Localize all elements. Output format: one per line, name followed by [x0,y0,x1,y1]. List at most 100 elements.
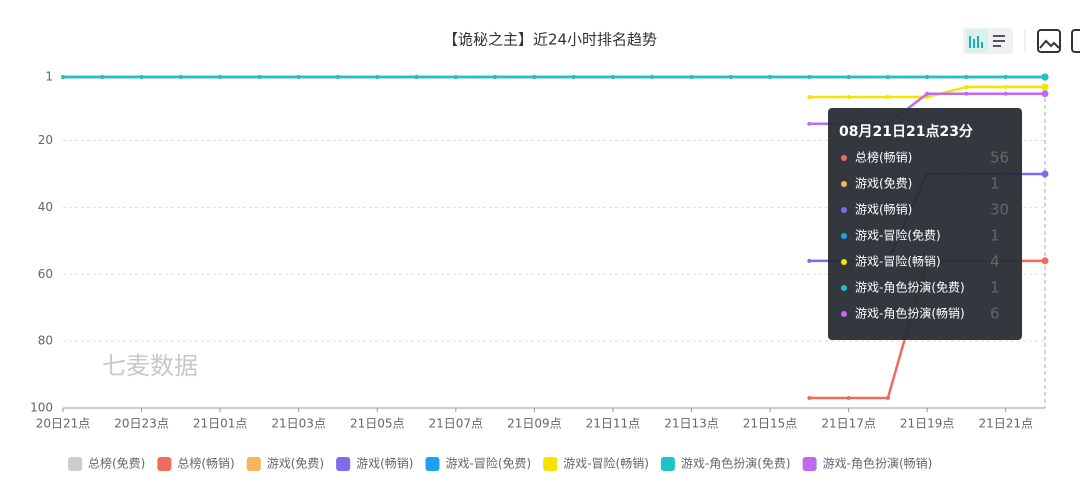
tooltip-dot [841,181,847,187]
tooltip-label: 总榜(畅销) [855,150,912,165]
image-icon[interactable] [1037,29,1061,53]
legend: 总榜(免费) 总榜(畅销) 游戏(免费) 游戏(畅销) 游戏-冒险(免费) 游戏-冒险(畅… [68,456,933,471]
data-point [768,75,773,79]
data-point [885,95,890,100]
legend-label[interactable]: 总榜(免费) [88,456,145,471]
tooltip-label: 游戏(畅销) [855,203,912,217]
x-tick-label: 21日07点 [429,417,484,431]
x-tick-label: 20日21点 [36,417,91,431]
x-tick-label: 21日19点 [900,417,955,431]
data-point [335,75,340,79]
x-tick-label: 21日11点 [586,417,641,431]
legend-label[interactable]: 游戏(免费) [267,456,324,471]
tooltip-label: 游戏(免费) [855,176,912,191]
legend-swatch [543,457,558,471]
tooltip-dot [841,285,847,291]
legend-swatch [157,457,172,471]
data-point [846,75,851,79]
legend-swatch [660,457,675,471]
data-point [257,75,262,79]
data-point [375,75,380,79]
data-point [493,75,498,79]
data-point [218,75,223,79]
plot-area: 1 20 40 60 80 100 20日21点 20日23点 21日01点 21日03点 21日0… [30,70,1049,431]
data-point [807,121,812,126]
tooltip-label: 游戏-冒险(免费) [855,228,941,243]
y-tick-label: 40 [38,200,53,214]
data-point [925,75,930,79]
data-point [885,395,890,400]
legend-label[interactable]: 总榜(畅销) [177,456,234,471]
y-tick-label: 100 [30,401,53,415]
x-tick-label: 21日01点 [193,417,248,431]
legend-label[interactable]: 游戏-冒险(畅销) [563,456,649,471]
data-point [1003,91,1008,96]
x-tick-label: 21日05点 [350,417,405,431]
data-point [296,75,301,79]
y-tick-label: 80 [38,334,53,348]
tooltip-dot [841,155,847,161]
data-point [178,75,183,79]
data-point [807,95,812,100]
legend-label[interactable]: 游戏-角色扮演(免费) [681,456,791,471]
export-icon[interactable] [1071,29,1080,53]
y-tick-label: 1 [45,70,53,84]
legend-label[interactable]: 游戏(畅销) [356,457,413,471]
y-tick-label: 60 [38,267,53,281]
list-icon[interactable] [993,35,1005,47]
data-point [610,75,615,79]
tooltip-value: 6 [990,305,1000,323]
data-point [925,91,930,96]
legend-label[interactable]: 游戏-角色扮演(畅销) [823,456,933,471]
tooltip-title: 08月21日21点23分 [839,123,973,140]
tooltip-value: 56 [990,149,1009,167]
legend-swatch [68,457,82,471]
tooltip-dot [841,207,847,213]
data-point [1041,90,1049,98]
data-point [807,75,812,79]
tooltip-value: 1 [990,279,1000,297]
tooltip-value: 1 [990,227,1000,245]
image-icon-mountain [1039,39,1060,49]
data-point [728,75,733,79]
data-point [964,85,969,90]
legend-swatch [246,457,261,471]
data-point [964,75,969,79]
x-tick-label: 21日21点 [978,417,1033,431]
tooltip-value: 4 [990,253,1000,271]
legend-swatch [425,457,440,471]
data-point [414,75,419,79]
x-tick-label: 21日13点 [664,417,719,431]
data-point [571,75,576,79]
legend-swatch [802,457,817,471]
tooltip-dot [841,259,847,265]
data-point [1041,257,1049,265]
x-tick-label: 21日03点 [271,417,326,431]
tooltip-value: 1 [990,175,1000,193]
data-point [532,75,537,79]
data-point [846,95,851,100]
data-point [846,395,851,400]
legend-label[interactable]: 游戏-冒险(免费) [446,456,532,471]
legend-swatch [336,457,351,471]
data-point [925,95,930,100]
x-tick-label: 21日09点 [507,417,562,431]
chart-title: 【诡秘之主】近24小时排名趋势 [443,31,657,49]
data-point [689,75,694,79]
tooltip-label: 游戏-角色扮演(免费) [855,280,965,295]
data-point [1041,170,1049,178]
watermark: 七麦数据 [102,352,198,380]
data-point [100,75,105,79]
tooltip-label: 游戏-角色扮演(畅销) [855,306,965,321]
tooltip-label: 游戏-冒险(畅销) [855,254,941,269]
x-tick-label: 21日15点 [743,417,798,431]
data-point [1041,73,1049,81]
x-tick-label: 21日17点 [821,417,876,431]
data-point [61,75,65,79]
data-point [650,75,655,79]
tooltip-dot [841,233,847,239]
data-point [964,91,969,96]
data-point [453,75,458,79]
